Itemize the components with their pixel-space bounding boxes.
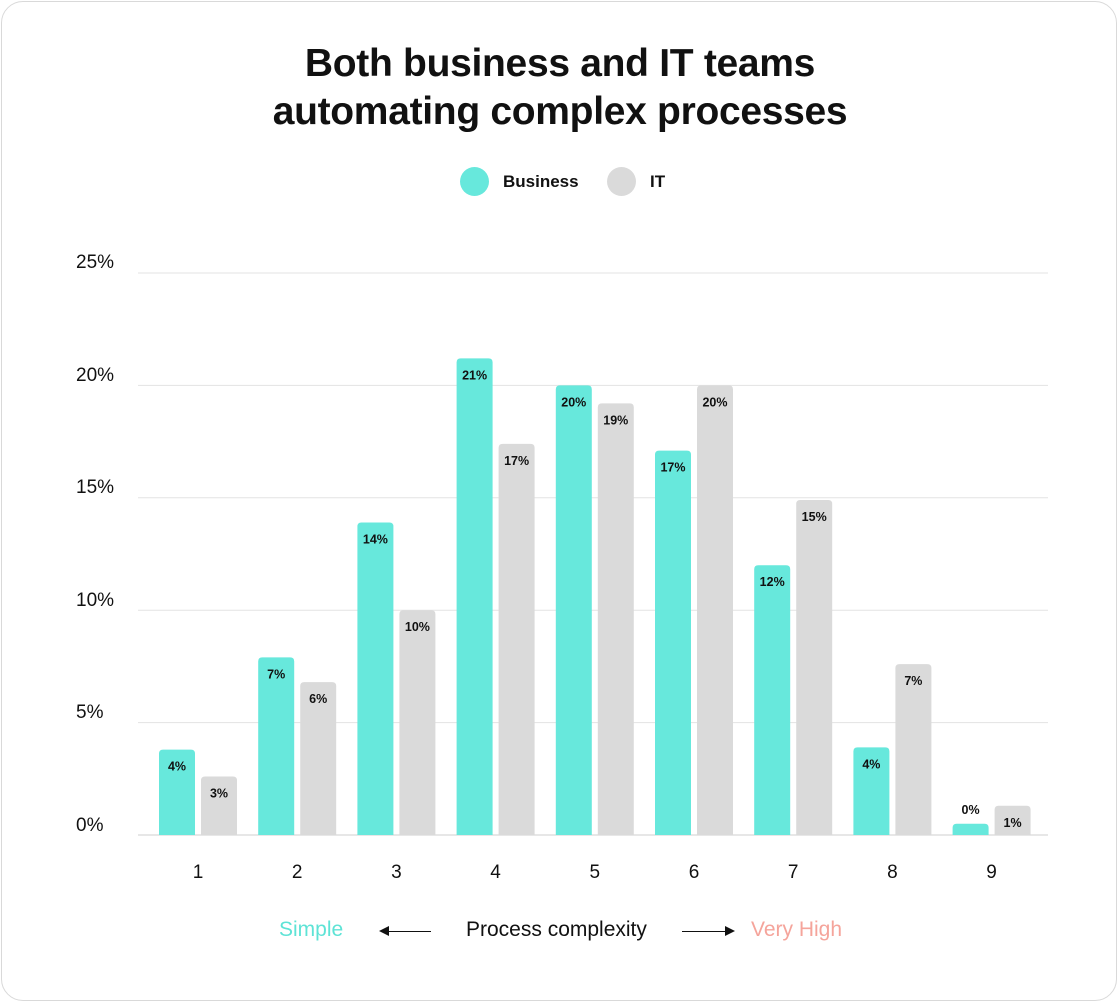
legend-business: Business — [460, 167, 579, 196]
bar-it-6 — [697, 385, 733, 835]
x-tick-label: 1 — [193, 862, 204, 883]
right-arrowhead-icon — [725, 926, 735, 936]
data-label-business-3: 14% — [363, 533, 388, 547]
data-label-business-7: 12% — [760, 575, 785, 589]
y-tick-label: 0% — [76, 815, 104, 836]
data-label-it-5: 19% — [603, 413, 628, 427]
data-label-it-1: 3% — [210, 787, 228, 801]
data-label-it-8: 7% — [904, 674, 922, 688]
chart-title-line-2: automating complex processes — [272, 90, 848, 133]
y-tick-label: 25% — [76, 252, 115, 273]
bar-business-8 — [853, 747, 890, 835]
y-tick-label: 20% — [76, 365, 115, 386]
legend-it: IT — [607, 167, 665, 196]
data-label-it-7: 15% — [802, 510, 827, 524]
legend-business-swatch — [460, 167, 489, 196]
data-label-it-4: 17% — [504, 454, 529, 468]
data-label-it-9: 1% — [1004, 816, 1022, 830]
y-tick-label: 10% — [76, 590, 115, 611]
data-label-business-9: 0% — [962, 803, 980, 817]
left-arrow-icon — [388, 931, 431, 932]
x-tick-label: 4 — [490, 862, 501, 883]
data-label-business-2: 7% — [267, 667, 285, 681]
bar-business-5 — [555, 385, 592, 835]
data-label-business-1: 4% — [168, 760, 186, 774]
bar-it-4 — [498, 443, 535, 835]
bar-business-1 — [159, 749, 195, 835]
data-label-it-2: 6% — [309, 692, 327, 706]
bar-it-1 — [201, 776, 237, 835]
bar-it-9 — [994, 805, 1031, 835]
bar-it-5 — [597, 403, 634, 835]
data-label-business-8: 4% — [862, 757, 880, 771]
x-tick-label: 6 — [689, 862, 700, 883]
data-label-business-4: 21% — [462, 368, 487, 382]
data-label-it-3: 10% — [405, 620, 430, 634]
legend-business-label: Business — [503, 171, 579, 191]
x-tick-label: 7 — [788, 862, 799, 883]
xlabel-high: Very High — [751, 918, 843, 941]
bar-it-3 — [399, 610, 436, 835]
bar-business-4 — [456, 358, 493, 835]
bar-business-9 — [952, 823, 989, 835]
bar-business-3 — [357, 522, 394, 835]
data-label-business-5: 20% — [561, 395, 586, 409]
bar-it-8 — [895, 664, 932, 835]
legend-it-label: IT — [650, 171, 666, 191]
bar-business-6 — [655, 450, 691, 835]
legend-it-swatch — [607, 167, 636, 196]
x-tick-label: 5 — [590, 862, 601, 883]
data-label-it-6: 20% — [702, 395, 727, 409]
bar-it-2 — [300, 682, 337, 835]
x-tick-label: 8 — [887, 862, 898, 883]
xlabel-low: Simple — [279, 918, 344, 941]
right-arrow-icon — [682, 931, 725, 932]
xlabel: Process complexity — [466, 918, 647, 941]
bar-business-2 — [258, 657, 295, 835]
y-tick-label: 5% — [76, 702, 104, 723]
bar-business-7 — [754, 565, 791, 835]
chart-title-line-1: Both business and IT teams — [304, 42, 816, 85]
bar-it-7 — [796, 500, 833, 835]
left-arrowhead-icon — [379, 926, 389, 936]
x-tick-label: 3 — [391, 862, 402, 883]
data-label-business-6: 17% — [660, 461, 685, 475]
x-tick-label: 9 — [986, 862, 997, 883]
y-tick-label: 15% — [76, 477, 115, 498]
x-tick-label: 2 — [292, 862, 303, 883]
